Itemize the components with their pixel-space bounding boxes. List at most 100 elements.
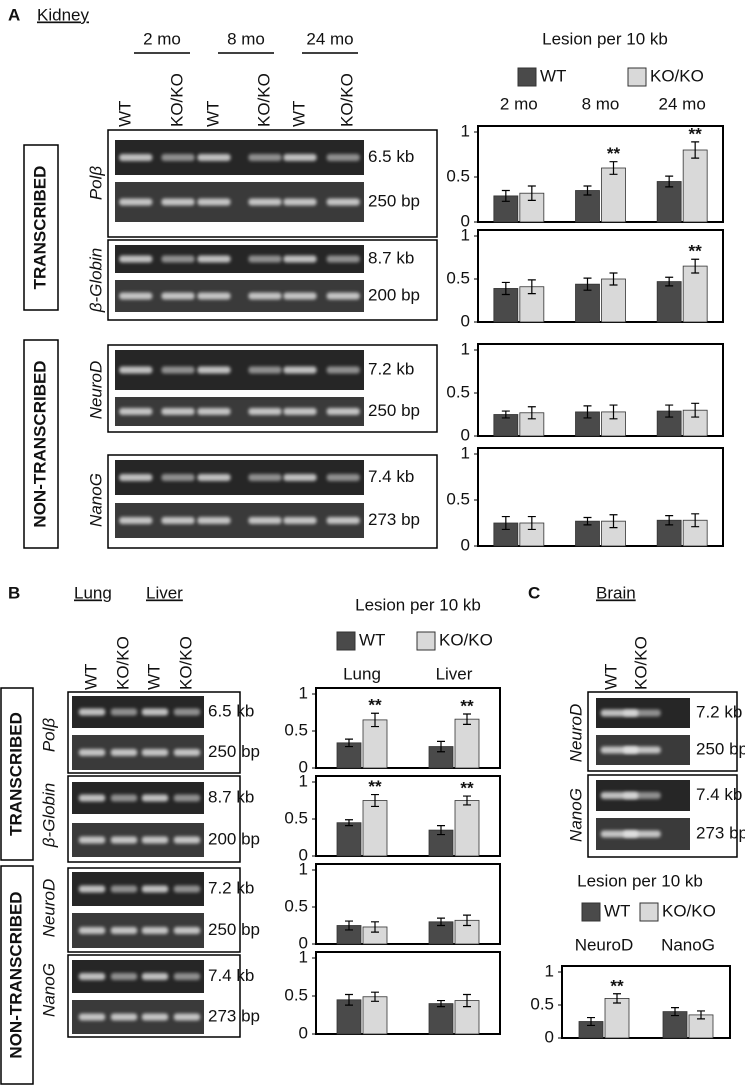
band-size: 250 bp	[368, 191, 420, 210]
group-box	[23, 339, 59, 549]
bar	[519, 286, 545, 323]
gel-band	[78, 885, 106, 893]
error-bar	[613, 993, 621, 1004]
gel-band	[283, 474, 317, 481]
gel-band	[141, 749, 169, 756]
group-box	[0, 865, 34, 1085]
plot-frame	[315, 775, 501, 857]
gel-box	[107, 454, 438, 549]
y-tick-label: 0.5	[446, 489, 470, 508]
gel-box	[67, 775, 241, 863]
gel-band	[326, 474, 360, 481]
y-tick-label: 1	[299, 947, 308, 966]
y-tick-label: 0	[545, 1027, 554, 1046]
error-bar	[587, 1016, 595, 1027]
legend-swatch	[639, 902, 659, 922]
band-size: 273 bp	[368, 510, 420, 529]
gel-band	[110, 973, 138, 980]
bar	[336, 822, 362, 857]
error-bar	[527, 279, 536, 295]
y-tick-label: 0.5	[284, 720, 308, 739]
lane-label: WT	[601, 664, 620, 690]
band-size: 7.4 kb	[208, 966, 254, 985]
error-bar	[583, 185, 592, 196]
gel-band	[197, 154, 231, 161]
gel-band	[326, 255, 360, 263]
category-label: 24 mo	[659, 94, 706, 113]
gel-band	[173, 794, 201, 802]
gel-band	[110, 836, 138, 844]
gel-band	[326, 366, 360, 374]
gel-band	[141, 927, 169, 934]
band-size: 8.7 kb	[368, 248, 414, 267]
legend-label: WT	[359, 630, 385, 649]
group-box	[23, 144, 59, 311]
plot-frame	[561, 965, 731, 1039]
gel-box	[107, 129, 438, 238]
band-size: 200 bp	[368, 285, 420, 304]
error-bar	[583, 516, 592, 526]
legend-label: KO/KO	[650, 66, 704, 85]
error-bar	[697, 1010, 705, 1020]
bar	[454, 718, 480, 769]
gel-band	[248, 408, 282, 415]
gel-band	[119, 255, 153, 263]
error-bar	[501, 281, 510, 296]
gel-band	[283, 408, 317, 415]
legend-label: KO/KO	[439, 630, 493, 649]
gel-band	[248, 366, 282, 374]
gel-band	[78, 836, 106, 844]
gel-band	[161, 154, 195, 161]
gel-band	[141, 836, 169, 844]
lane-label: WT	[81, 664, 100, 690]
band-size: 7.4 kb	[368, 467, 414, 486]
error-bar	[345, 993, 353, 1006]
bar	[656, 181, 682, 223]
bar	[454, 800, 480, 857]
lane-label: KO/KO	[631, 636, 650, 690]
band-size: 273 bp	[696, 823, 745, 842]
error-bar	[371, 921, 379, 933]
gel-band	[623, 830, 661, 838]
error-bar	[583, 277, 592, 291]
band-size: 200 bp	[208, 829, 260, 848]
error-bar	[463, 795, 471, 806]
tissue-label: Brain	[596, 583, 636, 602]
band-size: 250 bp	[208, 920, 260, 939]
bar	[362, 996, 388, 1035]
bar	[601, 167, 626, 223]
tissue-label: Lung	[74, 583, 112, 602]
gel-box	[107, 344, 438, 433]
gel-band	[119, 292, 153, 300]
gel-band	[173, 749, 201, 756]
error-bar	[371, 793, 379, 808]
band-size: 7.4 kb	[696, 785, 742, 804]
bar	[682, 265, 708, 323]
error-bar	[371, 991, 379, 1002]
bar	[601, 278, 626, 323]
error-bar	[691, 141, 700, 159]
gel-band	[283, 255, 317, 263]
error-bar	[665, 175, 674, 188]
y-tick-label: 1	[461, 443, 470, 462]
gel-band	[161, 198, 195, 206]
error-bar	[691, 402, 700, 418]
y-tick-label: 0.5	[446, 166, 470, 185]
category-label: NanoG	[661, 935, 715, 954]
y-tick-label: 1	[299, 859, 308, 878]
significance: **	[689, 124, 703, 143]
gel-band	[161, 292, 195, 300]
gel-band	[78, 973, 106, 980]
error-bar	[665, 404, 674, 418]
y-tick-label: 1	[299, 683, 308, 702]
plot-frame	[477, 343, 724, 437]
gel-band	[197, 366, 231, 374]
error-bar	[437, 825, 445, 836]
y-tick-label: 0.5	[284, 985, 308, 1004]
error-bar	[371, 712, 379, 728]
legend-swatch	[517, 67, 537, 87]
gel-strip	[115, 182, 364, 222]
gel-band	[248, 255, 282, 263]
error-bar	[665, 515, 674, 526]
